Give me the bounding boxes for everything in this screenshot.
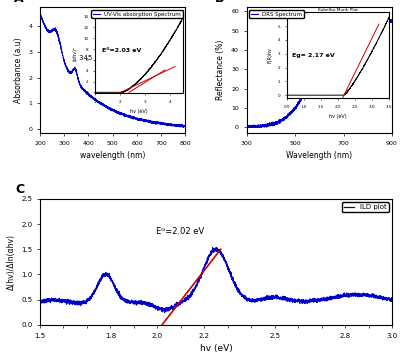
- Text: B: B: [214, 0, 224, 5]
- Text: Eᴳ=2.02 eV: Eᴳ=2.02 eV: [156, 227, 204, 236]
- X-axis label: hv (eV): hv (eV): [200, 344, 232, 353]
- Y-axis label: Absorbance (a.u): Absorbance (a.u): [14, 37, 23, 103]
- X-axis label: wavelength (nm): wavelength (nm): [80, 151, 146, 160]
- Legend: ILD plot: ILD plot: [342, 202, 388, 212]
- Legend: DRS Spectrum: DRS Spectrum: [249, 10, 304, 18]
- Text: 345 nm: 345 nm: [79, 55, 106, 61]
- Text: C: C: [15, 183, 24, 196]
- Text: A: A: [14, 0, 24, 5]
- X-axis label: Wavelength (nm): Wavelength (nm): [286, 151, 352, 160]
- Legend: UV-Vis absorption Spectrum: UV-Vis absorption Spectrum: [92, 10, 183, 18]
- Y-axis label: Reflectance (%): Reflectance (%): [216, 40, 226, 100]
- Y-axis label: Δ(hv)/Δln(αhv): Δ(hv)/Δln(αhv): [6, 234, 16, 290]
